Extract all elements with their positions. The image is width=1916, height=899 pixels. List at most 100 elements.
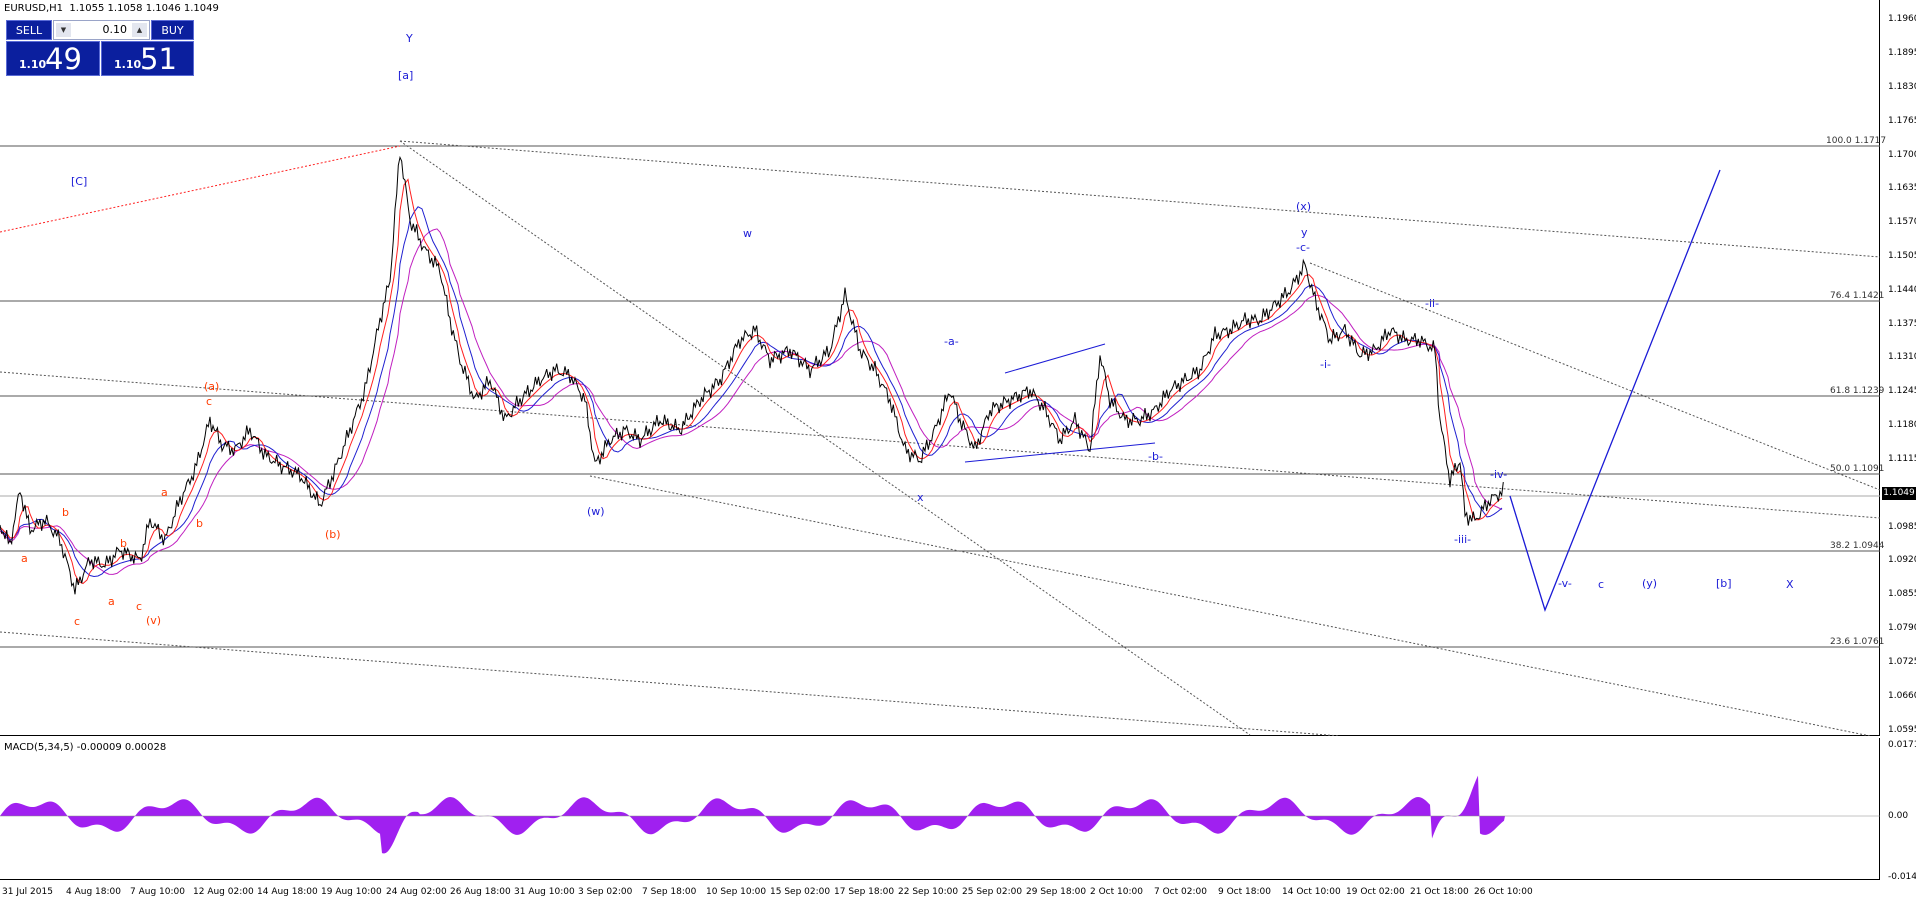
- wave-label: -v-: [1558, 577, 1572, 590]
- y-tick: 1.1830: [1888, 82, 1916, 92]
- fib-label: 23.6 1.0761: [1830, 637, 1885, 647]
- y-tick: 1.0660: [1888, 691, 1916, 701]
- x-tick: 21 Oct 18:00: [1410, 887, 1469, 897]
- fib-label: 100.0 1.1717: [1826, 136, 1887, 146]
- sell-button[interactable]: SELL: [6, 20, 52, 40]
- x-tick: 19 Aug 10:00: [321, 887, 382, 897]
- y-tick: 1.0595: [1888, 725, 1916, 735]
- y-tick: 1.1115: [1888, 454, 1916, 464]
- x-tick: 31 Aug 10:00: [514, 887, 575, 897]
- wave-label: x: [917, 491, 924, 504]
- fib-label: 61.8 1.1239: [1830, 386, 1885, 396]
- wave-label: -c-: [1296, 241, 1310, 254]
- wave-label: (y): [1642, 577, 1658, 590]
- y-tick: 1.1180: [1888, 420, 1916, 430]
- x-tick: 7 Aug 10:00: [130, 887, 185, 897]
- wave-label: -i-: [1320, 358, 1331, 371]
- wave-label: b: [120, 537, 127, 550]
- macd-y-tick: 0.00: [1888, 811, 1909, 821]
- buy-price-pips: 51: [140, 42, 177, 76]
- x-tick: 17 Sep 18:00: [834, 887, 895, 897]
- x-tick: 15 Sep 02:00: [770, 887, 831, 897]
- y-tick: 1.1570: [1888, 217, 1916, 227]
- wave-label: -b-: [1148, 450, 1163, 463]
- wave-label: X: [1786, 578, 1794, 591]
- buy-price-prefix: 1.10: [114, 58, 142, 71]
- sell-price-pips: 49: [45, 42, 82, 76]
- sell-price-prefix: 1.10: [19, 58, 47, 71]
- x-tick: 25 Sep 02:00: [962, 887, 1023, 897]
- y-tick: 1.1895: [1888, 48, 1916, 58]
- lot-increase-icon[interactable]: ▲: [132, 23, 147, 37]
- one-click-trading-panel: SELL ▼ 0.10 ▲ BUY 1.10 49 1.10 51: [6, 20, 194, 76]
- x-tick: 2 Oct 10:00: [1090, 887, 1143, 897]
- wave-label: Y: [406, 32, 413, 45]
- x-tick: 26 Oct 10:00: [1474, 887, 1533, 897]
- x-tick: 3 Sep 02:00: [578, 887, 633, 897]
- wave-label: -iii-: [1454, 533, 1472, 546]
- y-tick: 1.0790: [1888, 623, 1916, 633]
- wave-label: -ii-: [1425, 297, 1440, 310]
- wave-label: (b): [325, 528, 341, 541]
- x-tick: 24 Aug 02:00: [386, 887, 447, 897]
- fib-label: 38.2 1.0944: [1830, 541, 1885, 551]
- wave-label: -a-: [944, 335, 959, 348]
- wave-label: a: [108, 595, 115, 608]
- wave-label: (w): [587, 505, 605, 518]
- fib-label: 76.4 1.1421: [1830, 291, 1885, 301]
- x-tick: 14 Oct 10:00: [1282, 887, 1341, 897]
- macd-title: MACD(5,34,5) -0.00009 0.00028: [4, 742, 167, 753]
- y-tick: 1.1960: [1888, 14, 1916, 24]
- wave-label: c: [74, 615, 81, 628]
- y-tick: 1.1375: [1888, 319, 1916, 329]
- wave-label: b: [196, 517, 203, 530]
- x-tick: 10 Sep 10:00: [706, 887, 767, 897]
- wave-label: [a]: [398, 69, 414, 82]
- macd-y-tick: 0.01714: [1888, 740, 1916, 750]
- y-tick: 1.1245: [1888, 386, 1916, 396]
- wave-label: a: [21, 552, 28, 565]
- macd-y-tick: -0.01477: [1888, 872, 1916, 882]
- price-chart-canvas: [0, 140, 1880, 736]
- x-tick: 19 Oct 02:00: [1346, 887, 1405, 897]
- wave-label: (v): [146, 614, 162, 627]
- lot-decrease-icon[interactable]: ▼: [56, 23, 71, 37]
- wave-label: -iv-: [1490, 468, 1508, 481]
- wave-label: a: [161, 486, 168, 499]
- chart-title: EURUSD,H1 1.1055 1.1058 1.1046 1.1049: [4, 3, 219, 14]
- y-tick: 1.1310: [1888, 352, 1916, 362]
- y-tick: 1.1765: [1888, 116, 1916, 126]
- wave-label: (a): [204, 380, 220, 393]
- y-tick: 1.0920: [1888, 555, 1916, 565]
- y-tick: 1.1700: [1888, 150, 1916, 160]
- macd-canvas: [0, 775, 1880, 854]
- x-tick: 26 Aug 18:00: [450, 887, 511, 897]
- y-tick: 1.1505: [1888, 251, 1916, 261]
- y-tick: 1.0855: [1888, 589, 1916, 599]
- wave-label: w: [743, 227, 752, 240]
- x-tick: 7 Sep 18:00: [642, 887, 697, 897]
- x-tick: 14 Aug 18:00: [257, 887, 318, 897]
- sell-price-box[interactable]: 1.10 49: [6, 41, 100, 76]
- y-tick: 1.1440: [1888, 285, 1916, 295]
- wave-label: [C]: [71, 175, 88, 188]
- y-tick: 1.0725: [1888, 657, 1916, 667]
- current-price-marker: 1.1049: [1882, 487, 1916, 500]
- wave-label: c: [1598, 578, 1605, 591]
- lot-size-field[interactable]: ▼ 0.10 ▲: [53, 20, 150, 40]
- x-tick: 7 Oct 02:00: [1154, 887, 1207, 897]
- buy-button[interactable]: BUY: [151, 20, 194, 40]
- lot-size-value[interactable]: 0.10: [102, 23, 128, 36]
- price-chart-pane[interactable]: [0, 0, 1880, 736]
- wave-label: c: [136, 600, 143, 613]
- x-tick: 4 Aug 18:00: [66, 887, 121, 897]
- wave-label: c: [206, 395, 213, 408]
- buy-price-box[interactable]: 1.10 51: [101, 41, 194, 76]
- macd-pane[interactable]: [0, 738, 1880, 880]
- wave-label: [b]: [1716, 577, 1732, 590]
- y-tick: 1.1635: [1888, 183, 1916, 193]
- x-tick: 12 Aug 02:00: [193, 887, 254, 897]
- x-tick: 31 Jul 2015: [2, 887, 53, 897]
- y-tick: 1.0985: [1888, 522, 1916, 532]
- wave-label: (x): [1296, 200, 1312, 213]
